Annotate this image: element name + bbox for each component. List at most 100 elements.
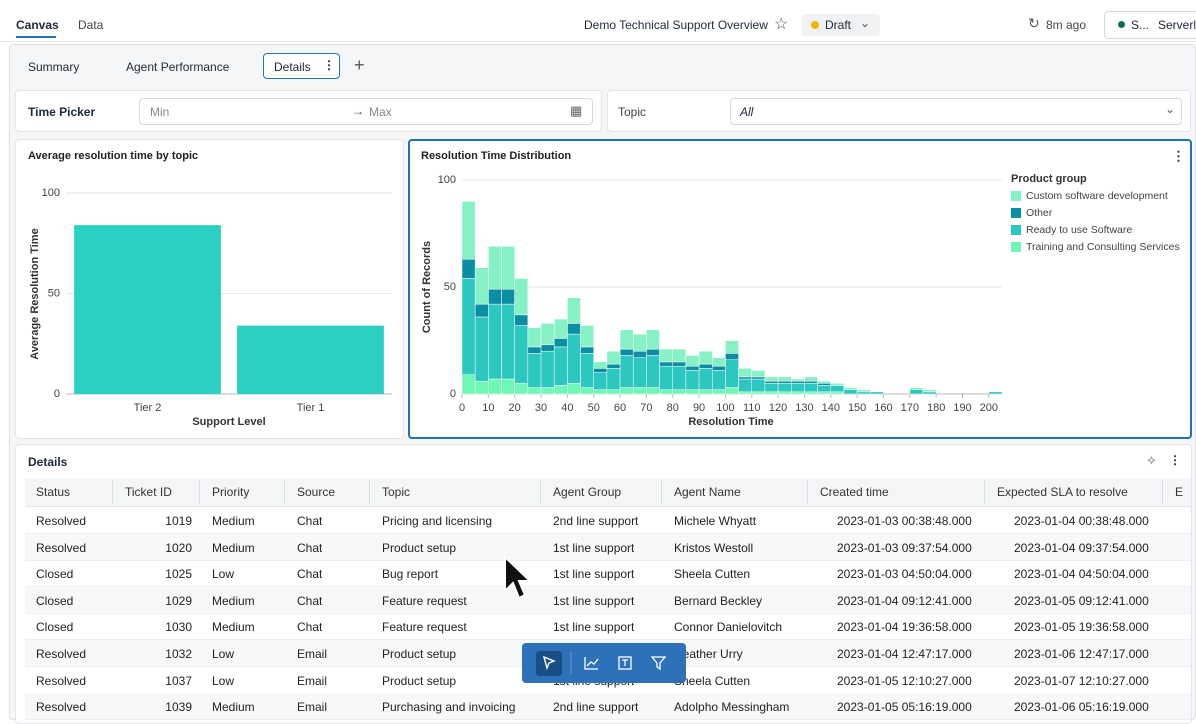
draft-pill[interactable] — [802, 14, 880, 36]
add-page[interactable]: + — [354, 55, 365, 75]
bar — [74, 225, 221, 394]
text-icon[interactable] — [618, 656, 632, 670]
column-header: Expected SLA to resolve — [997, 485, 1128, 499]
select-icon — [542, 655, 556, 671]
table-cell: Medium — [212, 620, 255, 635]
table-cell: 1039 — [165, 700, 192, 715]
saved-time: 8m ago — [1046, 18, 1087, 32]
table-cell: Pricing and licensing — [382, 514, 493, 528]
table-cell: Closed — [36, 593, 74, 608]
calendar-icon[interactable]: ▦ — [570, 103, 583, 118]
chevron: ⌄ — [1165, 102, 1176, 116]
text-icon-t — [622, 659, 628, 666]
table-cell: 2023-01-03 09:37:54.000 — [837, 540, 972, 555]
histogram-bar — [909, 387, 924, 390]
row — [25, 613, 1191, 641]
column-divider — [661, 480, 662, 504]
page-tab[interactable]: Summary — [28, 60, 80, 74]
column-divider — [984, 480, 985, 504]
tab[interactable]: Data — [78, 18, 104, 32]
x-tick-label: 180 — [927, 402, 945, 414]
column-divider — [199, 480, 200, 504]
x-tick-label: 100 — [716, 402, 734, 414]
table-cell: 2nd line support — [553, 700, 639, 715]
x-tick-label: 70 — [640, 402, 652, 414]
x-tick-label: 30 — [535, 402, 547, 414]
x-tick-label: 0 — [459, 402, 465, 414]
table-cell: Chat — [297, 567, 323, 582]
sparkle-icon[interactable]: ✧ — [1146, 453, 1157, 468]
table-cell: 2023-01-03 04:50:04.000 — [837, 567, 972, 582]
table-cell: Medium — [212, 593, 255, 608]
y-tick-label: 0 — [54, 388, 60, 400]
legend-swatch — [1011, 208, 1021, 218]
tab[interactable]: Canvas — [16, 18, 59, 32]
x-tick-label: 130 — [795, 402, 813, 414]
column-divider — [807, 480, 808, 504]
chart-icon[interactable] — [584, 657, 599, 670]
table-cell: Closed — [36, 567, 74, 582]
table-cell: 1019 — [165, 514, 192, 528]
column-header: Agent Name — [674, 485, 741, 499]
histogram-bar — [843, 387, 858, 390]
date-input[interactable] — [139, 98, 593, 125]
table-cell: Chat — [297, 540, 323, 555]
table-cell: Feature request — [382, 620, 467, 635]
toolbar-icons — [542, 652, 667, 674]
column-header: Status — [36, 485, 71, 499]
table-cell: 2023-01-03 00:38:48.000 — [837, 514, 972, 528]
table-cell: 2023-01-05 19:36:58.000 — [1014, 620, 1149, 635]
column-header: Ticket ID — [125, 485, 172, 499]
page-tab-active[interactable] — [263, 53, 340, 79]
x-tick-label: 120 — [769, 402, 787, 414]
table-cell: Chat — [297, 593, 323, 608]
table-cell: 2nd line support — [553, 514, 639, 528]
column-header: Agent Group — [553, 485, 622, 499]
histogram-bar — [725, 340, 739, 354]
y-tick-label: 100 — [42, 187, 60, 199]
filter-icon[interactable] — [650, 656, 667, 671]
table-cell: Resolved — [36, 540, 87, 555]
page-tab[interactable]: Agent Performance — [126, 60, 230, 74]
table-cell: Product setup — [382, 540, 457, 555]
compute-picker[interactable] — [1104, 11, 1196, 39]
kebab[interactable]: ⋮ — [1169, 453, 1181, 467]
table-cell: 1029 — [165, 593, 192, 608]
x-tick-label: 80 — [667, 402, 679, 414]
x-tick-label: 190 — [953, 402, 971, 414]
table-cell: 2023-01-05 05:16:19.000 — [837, 700, 972, 715]
column-header: Created time — [820, 485, 889, 499]
kebab[interactable]: ⋮ — [323, 58, 335, 72]
histogram-bar — [567, 297, 581, 324]
x-tick-label: 60 — [614, 402, 626, 414]
row — [25, 560, 1191, 588]
table-cell: Sheela Cutten — [674, 673, 751, 688]
table-cell: 1025 — [165, 567, 192, 582]
x-tick-label: 90 — [693, 402, 705, 414]
x-tick-label: 200 — [980, 402, 998, 414]
legend-label: Other — [1026, 207, 1053, 219]
row — [25, 507, 1191, 534]
table-cell: Resolved — [36, 647, 87, 661]
table-cell: Email — [297, 673, 328, 688]
page-tab[interactable]: Details — [274, 60, 311, 74]
table-cell: Purchasing and invoicing — [382, 700, 516, 715]
table-cell: Connor Danielovitch — [674, 620, 783, 635]
histogram-bar — [501, 246, 515, 290]
column-divider — [540, 480, 541, 504]
refresh-icon[interactable]: ↻ — [1028, 15, 1040, 31]
table-cell: Product setup — [382, 647, 457, 661]
compute-dot — [1118, 21, 1125, 28]
row — [25, 586, 1191, 614]
topic-select[interactable] — [730, 98, 1182, 125]
x-tick-label: 170 — [901, 402, 919, 414]
column-header: Topic — [382, 485, 411, 499]
warehouse-label: Serverl — [1158, 18, 1196, 32]
table-title: Details — [28, 455, 68, 469]
legend-swatch — [1011, 191, 1021, 201]
star-icon[interactable]: ☆ — [774, 16, 789, 33]
x-tick-label: Tier 1 — [297, 402, 325, 414]
table-cell: Sheela Cutten — [674, 567, 751, 582]
